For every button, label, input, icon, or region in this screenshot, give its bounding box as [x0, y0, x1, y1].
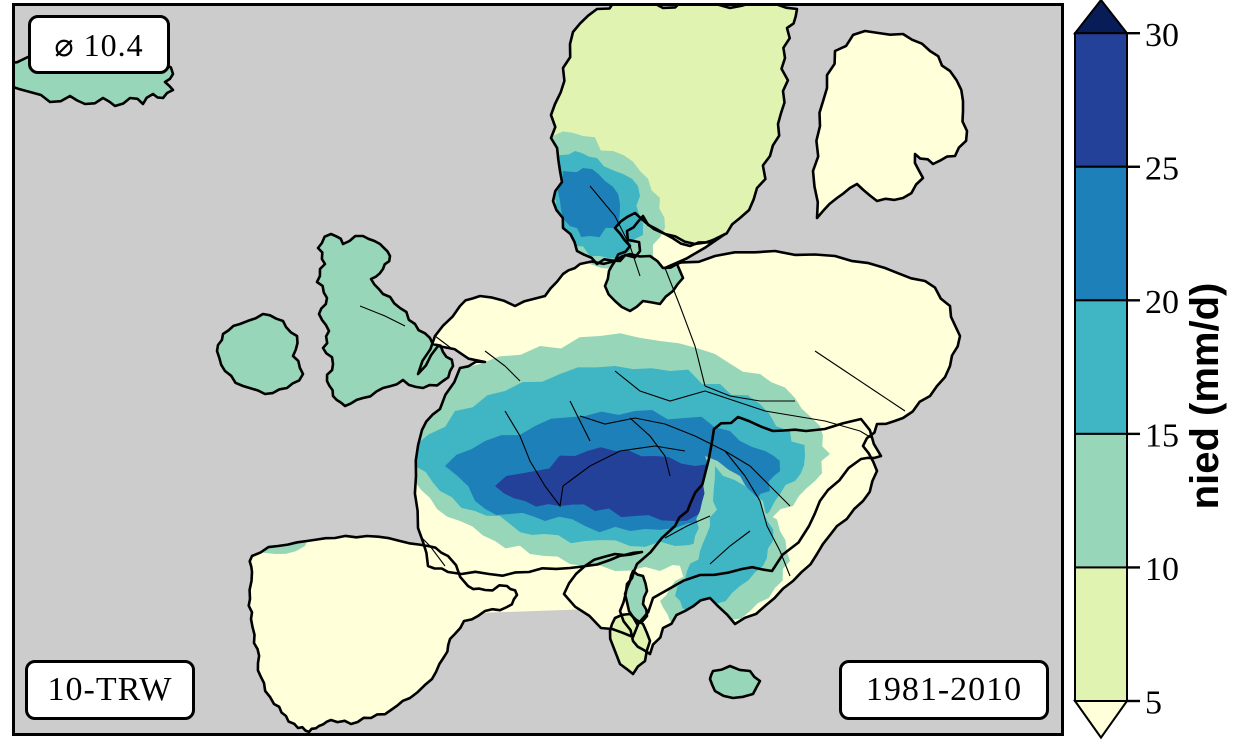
svg-text:nied (mm/d): nied (mm/d)	[1183, 283, 1227, 510]
svg-text:15: 15	[1145, 418, 1179, 455]
svg-text:20: 20	[1145, 284, 1179, 321]
svg-text:10: 10	[1145, 551, 1179, 588]
svg-text:5: 5	[1145, 685, 1162, 722]
svg-text:25: 25	[1145, 151, 1179, 188]
svg-text:30: 30	[1145, 17, 1179, 54]
